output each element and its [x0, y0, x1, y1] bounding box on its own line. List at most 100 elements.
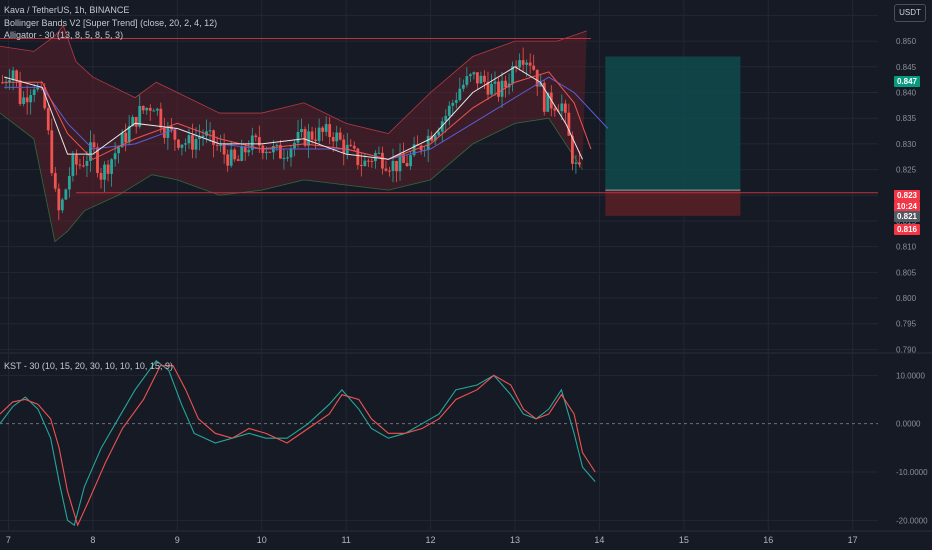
y-tick-label: 0.840	[896, 88, 917, 97]
candle-body	[578, 162, 581, 165]
candle-body	[208, 130, 212, 132]
alligator-lips-line	[4, 66, 583, 160]
candle-body	[447, 105, 451, 116]
candle-body	[563, 103, 567, 113]
candle-body	[560, 103, 564, 112]
candle-body	[85, 160, 89, 166]
symbol-legend[interactable]: Kava / TetherUS, 1h, BINANCE	[4, 5, 130, 15]
candle-body	[465, 76, 469, 85]
y-tick-label: 0.805	[896, 268, 917, 277]
candle-body	[50, 130, 54, 174]
candle-body	[1, 82, 4, 84]
candle-body	[370, 160, 374, 162]
candle-body	[138, 105, 142, 127]
candle-body	[500, 80, 504, 97]
bollinger-legend[interactable]: Bollinger Bands V2 [Super Trend] (close,…	[4, 18, 218, 28]
x-tick-label: 11	[341, 535, 350, 545]
target-price-tag: 0.847	[893, 76, 920, 87]
candle-body	[553, 108, 557, 111]
candle-body	[233, 149, 237, 160]
candle-body	[29, 95, 33, 103]
candle-body	[567, 112, 571, 136]
candle-body	[521, 60, 525, 65]
kst-legend[interactable]: KST - 30 (10, 15, 20, 30, 10, 10, 10, 15…	[4, 361, 173, 371]
candle-body	[338, 132, 342, 140]
candle-body	[391, 160, 395, 172]
target-zone	[605, 56, 741, 191]
y-tick-label: 0.850	[896, 37, 917, 46]
candle-body	[120, 132, 124, 148]
kst-signal-line	[0, 365, 596, 527]
x-tick-label: 13	[510, 535, 520, 545]
candle-body	[570, 135, 574, 164]
x-tick-label: 10	[257, 535, 267, 545]
candle-body	[296, 132, 300, 143]
candle-body	[279, 144, 282, 159]
kst-y-tick-label: -10.0000	[896, 468, 928, 477]
candle-body	[222, 144, 226, 155]
candle-body	[451, 102, 455, 106]
candle-body	[124, 132, 128, 143]
countdown-tag: 10:24	[893, 201, 920, 212]
candle-body	[286, 157, 289, 159]
stop-zone	[605, 190, 741, 216]
candle-body	[381, 152, 384, 169]
candle-body	[155, 108, 159, 111]
x-tick-label: 12	[426, 535, 436, 545]
candle-body	[335, 132, 339, 142]
candle-body	[426, 135, 430, 150]
candle-body	[131, 116, 135, 127]
kst-line	[0, 360, 596, 527]
currency-button[interactable]: USDT	[894, 4, 926, 22]
y-tick-label: 0.835	[896, 114, 917, 123]
candle-body	[106, 164, 110, 174]
candle-body	[532, 65, 536, 70]
kst-y-tick-label: -20.0000	[896, 516, 928, 525]
candle-body	[110, 159, 113, 174]
candle-body	[177, 139, 180, 148]
alligator-legend[interactable]: Alligator - 30 (13, 8, 5, 8, 5, 3)	[4, 30, 124, 40]
candle-body	[468, 74, 472, 77]
candle-body	[366, 160, 370, 162]
candle-body	[539, 82, 543, 87]
candle-body	[454, 100, 458, 103]
x-tick-label: 14	[594, 535, 604, 545]
candle-body	[148, 107, 152, 111]
candle-body	[419, 145, 423, 151]
y-tick-label: 0.825	[896, 166, 917, 175]
candle-body	[236, 159, 240, 161]
kst-y-tick-label: 10.0000	[896, 371, 925, 380]
candle-body	[430, 135, 434, 141]
candle-body	[352, 145, 356, 149]
candle-body	[103, 164, 106, 180]
candle-body	[191, 135, 194, 150]
candle-body	[212, 130, 215, 145]
candle-body	[409, 155, 412, 167]
candle-body	[479, 75, 483, 84]
x-tick-label: 17	[848, 535, 858, 545]
candle-body	[32, 89, 36, 96]
candle-body	[18, 80, 22, 105]
candle-body	[437, 131, 441, 136]
bollinger-upper-band	[0, 24, 587, 135]
candle-body	[92, 142, 96, 148]
y-tick-label: 0.800	[896, 294, 917, 303]
candle-body	[36, 86, 40, 90]
y-tick-label: 0.795	[896, 320, 917, 329]
candle-body	[511, 66, 514, 84]
candle-body	[250, 135, 254, 150]
entry-price-tag: 0.821	[893, 211, 920, 222]
candle-body	[331, 136, 335, 142]
candle-body	[384, 168, 388, 171]
candle-body	[247, 149, 251, 153]
candle-body	[275, 144, 279, 147]
candle-body	[328, 124, 332, 137]
y-tick-label: 0.810	[896, 243, 917, 252]
candle-body	[324, 124, 328, 132]
candle-body	[89, 142, 92, 161]
candle-body	[476, 72, 479, 84]
candle-body	[187, 135, 191, 144]
candle-body	[518, 60, 522, 68]
candle-body	[574, 162, 578, 164]
